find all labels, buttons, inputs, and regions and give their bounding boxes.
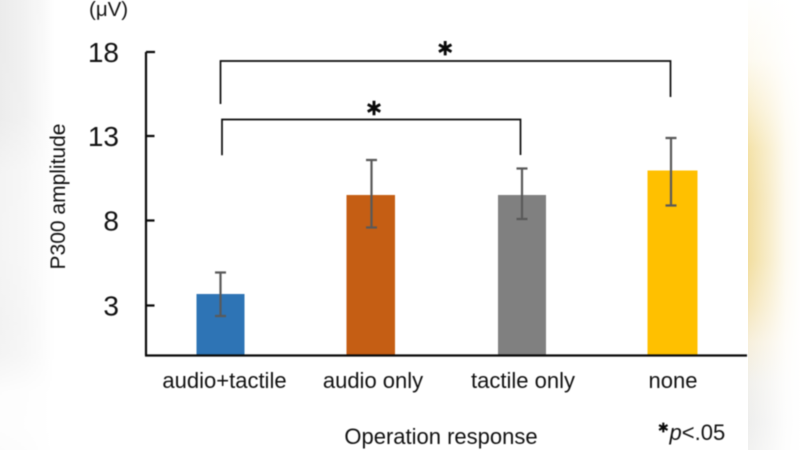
svg-text:Operation response: Operation response <box>344 424 537 449</box>
svg-text:P300 amplitude: P300 amplitude <box>47 124 70 270</box>
svg-text:3: 3 <box>103 291 119 322</box>
svg-text:audio only: audio only <box>323 368 423 393</box>
svg-text:(μV): (μV) <box>89 0 128 21</box>
svg-text:13: 13 <box>88 121 119 152</box>
svg-text:8: 8 <box>103 206 119 237</box>
svg-text:audio+tactile: audio+tactile <box>162 368 286 393</box>
svg-text:tactile only: tactile only <box>471 368 575 393</box>
svg-text:18: 18 <box>88 37 119 68</box>
svg-text:none: none <box>649 368 698 393</box>
svg-text:p<.05: p<.05 <box>669 420 726 445</box>
